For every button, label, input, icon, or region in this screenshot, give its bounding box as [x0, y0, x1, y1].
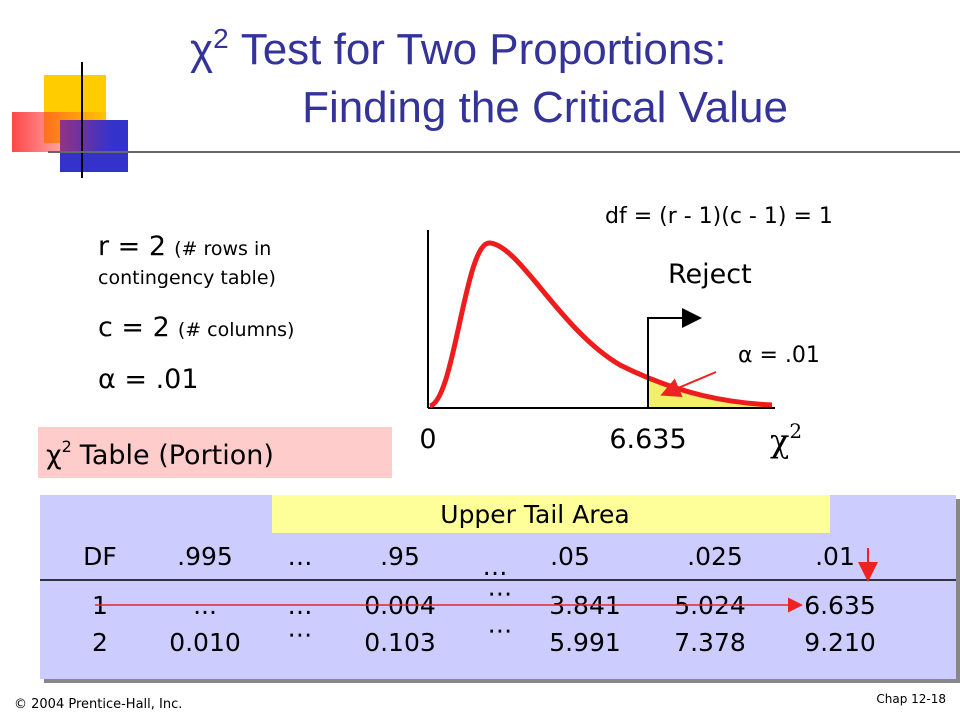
header-cell: .95 — [380, 542, 420, 571]
footer-right: Chap 12-18 — [876, 692, 946, 706]
axis-label: 0 — [419, 424, 436, 455]
red-glow — [12, 112, 112, 152]
table-cell: ⋯ — [488, 579, 513, 608]
header-cell: DF — [83, 542, 117, 571]
table-label-box — [38, 427, 392, 478]
text: r = 2 — [98, 231, 166, 262]
header-cell: .05 — [550, 542, 590, 571]
header-cell: .995 — [177, 542, 233, 571]
reject-label: Reject — [668, 259, 752, 290]
given-r: r = 2 (# rows in — [98, 231, 271, 262]
alpha-arrow — [660, 371, 717, 397]
chi-square-curve — [428, 240, 773, 409]
text: (# columns) — [178, 319, 295, 341]
title-text: Test for Two Proportions: — [241, 25, 727, 74]
critical-label: 6.635 — [609, 424, 686, 455]
text: c = 2 — [98, 312, 170, 343]
table-cell: 2 — [92, 628, 108, 657]
text: (# rows in — [174, 238, 271, 260]
footer-left: © 2004 Prentice-Hall, Inc. — [14, 697, 182, 712]
title-line: Finding the Critical Value — [302, 83, 788, 132]
sup: 2 — [62, 437, 72, 456]
symbol: χ — [46, 440, 62, 471]
axis-title: χ2 — [770, 419, 802, 460]
alpha-label: α = .01 — [738, 343, 820, 368]
table-cell: 0.010 — [169, 628, 241, 657]
text: Table (Portion) — [79, 440, 274, 471]
decoration — [12, 62, 960, 178]
header-cell: .025 — [687, 542, 743, 571]
symbol: χ — [770, 422, 789, 460]
table-cell: ⋯ — [288, 620, 313, 649]
table-cell: 7.378 — [674, 628, 746, 657]
table-cell: 6.635 — [804, 591, 876, 620]
reject-marker — [647, 308, 702, 408]
table-caption: Upper Tail Area — [440, 500, 629, 529]
header-cell: … — [483, 552, 508, 581]
sup: 2 — [789, 419, 802, 443]
table-cell: 5.991 — [549, 628, 621, 657]
reject-region — [648, 378, 772, 408]
df-text: df = (r - 1)(c - 1) = 1 — [605, 204, 833, 229]
title-symbol: χ — [190, 25, 213, 74]
header-cell: .01 — [815, 542, 855, 571]
table-cell: 9.210 — [804, 628, 876, 657]
table-cell: ⋯ — [488, 616, 513, 645]
table-label: χ2 Table (Portion) — [46, 437, 274, 471]
header-cell: … — [288, 542, 313, 571]
title-line: χ2 Test for Two Proportions: — [190, 23, 727, 74]
table-cell: 0.103 — [364, 628, 436, 657]
caption-box — [272, 495, 830, 533]
given-c: c = 2 (# columns) — [98, 312, 294, 343]
text: contingency table) — [98, 267, 276, 289]
text: α = .01 — [98, 364, 199, 395]
title-sup: 2 — [213, 23, 229, 54]
